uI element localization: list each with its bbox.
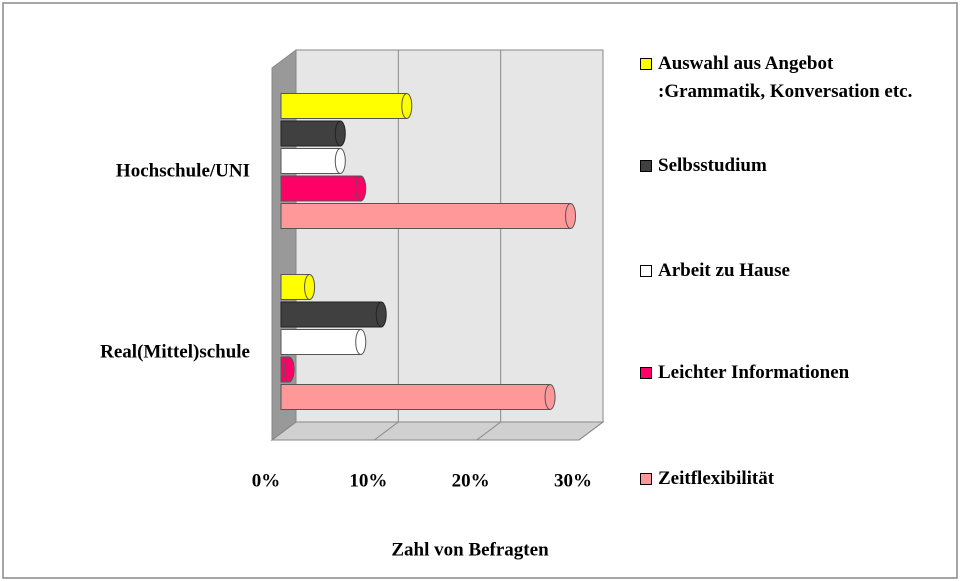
bar <box>280 301 382 328</box>
bar-cap <box>304 274 316 300</box>
floor-grid-line <box>476 421 501 441</box>
floor-grid-line <box>374 421 399 441</box>
legend-swatch <box>640 367 652 379</box>
x-tick-label: 10% <box>349 470 387 491</box>
bar <box>280 329 362 355</box>
bar <box>280 384 551 410</box>
bar-cap <box>544 384 556 410</box>
bar <box>280 175 362 202</box>
legend-label: Selbsstudium <box>658 155 767 176</box>
x-tick-label: 30% <box>554 470 592 491</box>
bar-cap <box>565 203 577 229</box>
y-tick-label: Hochschule/UNI <box>116 160 250 181</box>
legend-swatch <box>640 265 652 277</box>
y-tick-label: Real(Mittel)schule <box>100 341 250 362</box>
x-tick-label: 20% <box>452 470 490 491</box>
x-axis-title: Zahl von Befragten <box>391 539 549 560</box>
bar-cap <box>334 120 346 147</box>
legend-item: Leichter Informationen <box>640 359 940 387</box>
legend-label: Auswahl aus Angebot :Grammatik, Konversa… <box>658 53 913 102</box>
bar-cap <box>355 329 367 355</box>
legend-label: Zeitflexibilität <box>658 468 775 489</box>
bar <box>280 93 408 119</box>
bar-cap <box>355 175 367 202</box>
floor-grid-line <box>578 421 604 441</box>
legend-item: Auswahl aus Angebot :Grammatik, Konversa… <box>640 50 940 106</box>
legend-label: Arbeit zu Hause <box>658 260 790 281</box>
bar-cap <box>401 93 413 119</box>
bar-cap <box>283 356 295 383</box>
floor-grid-line <box>271 421 297 441</box>
legend-swatch <box>640 160 652 172</box>
bar <box>280 203 572 229</box>
legend-swatch <box>640 58 652 70</box>
floor <box>270 421 605 441</box>
legend-item: Selbsstudium <box>640 152 940 180</box>
bar-cap <box>334 148 346 174</box>
bar <box>280 120 341 147</box>
bar-cap <box>375 301 387 328</box>
legend-label: Leichter Informationen <box>658 362 850 383</box>
bar <box>280 148 341 174</box>
legend-item: Arbeit zu Hause <box>640 257 940 285</box>
legend-item: Zeitflexibilität <box>640 465 940 493</box>
legend-swatch <box>640 473 652 485</box>
x-tick-label: 0% <box>252 470 281 491</box>
